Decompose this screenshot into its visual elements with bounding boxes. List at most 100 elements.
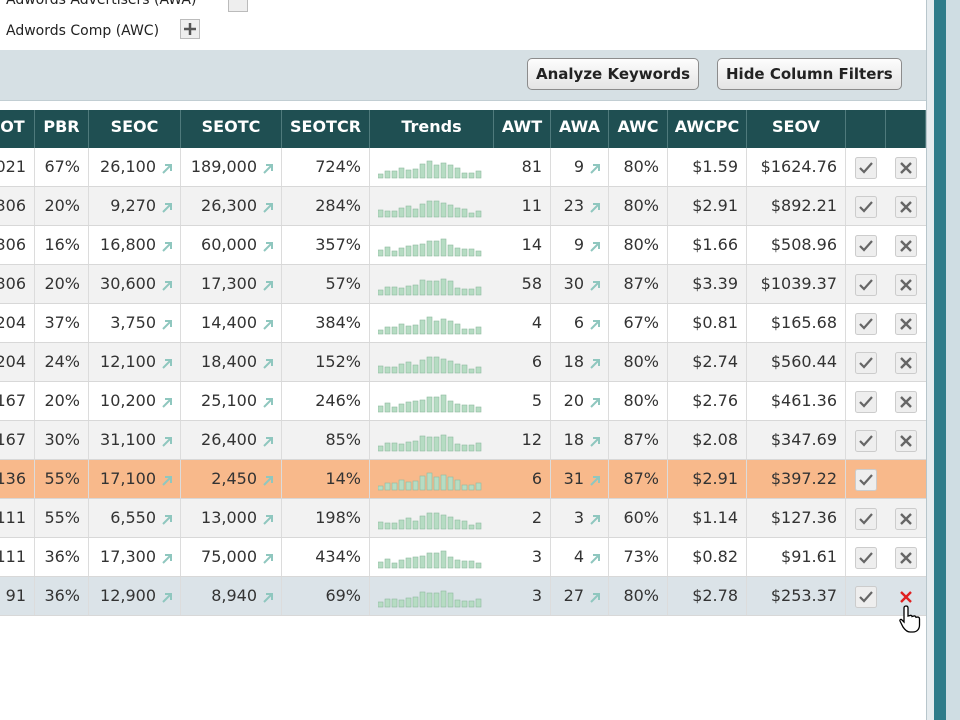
trend-arrow [263, 515, 273, 525]
table-cell: 14 [494, 226, 551, 264]
table-cell: 6,550 [89, 499, 181, 537]
table-cell: $127.36 [747, 499, 846, 537]
trend-arrow [590, 593, 600, 603]
remove-button[interactable] [895, 235, 917, 257]
trend-sparkline [378, 238, 482, 257]
table-cell: 80% [609, 382, 668, 420]
add-filter[interactable] [180, 19, 200, 39]
remove-button[interactable] [895, 274, 917, 296]
table-cell: 58 [494, 265, 551, 303]
table-cell: $2.76 [668, 382, 747, 420]
table-cell: 198% [282, 499, 370, 537]
table-cell: 6 [551, 304, 609, 342]
table-cell: $560.44 [747, 343, 846, 381]
trend-sparkline [378, 512, 482, 530]
table-cell: 60% [609, 499, 668, 537]
table-cell: $91.61 [747, 538, 846, 576]
trend-sparkline [378, 200, 482, 218]
trend-arrow [263, 359, 273, 369]
trend-sparkline [378, 278, 482, 296]
remove-button[interactable] [895, 313, 917, 335]
remove-button[interactable] [895, 352, 917, 374]
keep-button[interactable] [855, 274, 877, 296]
trend-arrow [162, 515, 172, 525]
table-cell: $1.59 [668, 148, 747, 186]
table-cell: 3 [494, 538, 551, 576]
keep-button[interactable] [855, 391, 877, 413]
column-header: Trends [370, 110, 494, 148]
table-cell: $2.91 [668, 187, 747, 225]
table-cell: 26,100 [89, 148, 181, 186]
table-cell: 25,100 [181, 382, 282, 420]
table-cell: 434% [282, 538, 370, 576]
table-cell: 60,000 [181, 226, 282, 264]
table-cell: 9,270 [89, 187, 181, 225]
table-cell: 18 [551, 343, 609, 381]
analyze-button[interactable]: Analyze Keywords [527, 58, 699, 90]
table-cell: 16% [35, 226, 89, 264]
table-cell: $2.91 [668, 460, 747, 498]
trend-arrow [263, 398, 273, 408]
column-header: AWT [494, 110, 551, 148]
remove-button[interactable] [895, 508, 917, 530]
table-cell: 17,300 [181, 265, 282, 303]
trend-arrow [263, 203, 273, 213]
table-cell: 8,940 [181, 577, 282, 615]
trend-arrow [162, 476, 172, 486]
add-filter[interactable] [228, 0, 248, 12]
trend-arrow [162, 242, 172, 252]
keep-button[interactable] [855, 586, 877, 608]
trend-sparkline [378, 394, 482, 413]
trend-arrow [162, 554, 172, 564]
trend-arrow [263, 593, 273, 603]
table-cell: 6 [494, 460, 551, 498]
table-cell: $892.21 [747, 187, 846, 225]
table-cell: 67% [609, 304, 668, 342]
keep-button[interactable] [855, 469, 877, 491]
table-cell: 306 [0, 265, 35, 303]
remove-button[interactable] [895, 391, 917, 413]
trend-sparkline [378, 472, 482, 491]
table-cell: 136 [0, 460, 35, 498]
keep-button[interactable] [855, 430, 877, 452]
column-header: AWCPC [668, 110, 747, 148]
trend-sparkline [378, 590, 482, 608]
keep-button[interactable] [855, 157, 877, 179]
keep-button[interactable] [855, 508, 877, 530]
table-cell: 152% [282, 343, 370, 381]
remove-button[interactable] [895, 196, 917, 218]
keep-button[interactable] [855, 313, 877, 335]
action-header [846, 110, 886, 148]
table-cell: 18 [551, 421, 609, 459]
table-cell: 91 [0, 577, 35, 615]
hide-filters-button[interactable]: Hide Column Filters [717, 58, 902, 90]
remove-button[interactable] [895, 586, 917, 608]
keep-button[interactable] [855, 547, 877, 569]
column-header: SEOTCR [282, 110, 370, 148]
table-cell: $461.36 [747, 382, 846, 420]
plus-icon [184, 23, 196, 35]
table-cell: 20% [35, 265, 89, 303]
table-cell: 55% [35, 460, 89, 498]
trend-arrow [263, 281, 273, 291]
table-cell: 111 [0, 538, 35, 576]
keep-button[interactable] [855, 235, 877, 257]
table-cell: 30,600 [89, 265, 181, 303]
trend-arrow [590, 320, 600, 330]
trend-arrow [590, 554, 600, 564]
keep-button[interactable] [855, 352, 877, 374]
table-cell: 17,300 [89, 538, 181, 576]
column-header: SEOV [747, 110, 846, 148]
table-cell: 3 [494, 577, 551, 615]
table-cell: 80% [609, 148, 668, 186]
remove-button[interactable] [895, 157, 917, 179]
table-cell: 12 [494, 421, 551, 459]
keep-button[interactable] [855, 196, 877, 218]
remove-button[interactable] [895, 430, 917, 452]
trend-sparkline [378, 316, 482, 335]
remove-button[interactable] [895, 547, 917, 569]
filter-label: Adwords Comp (AWC) [6, 23, 160, 39]
trend-arrow [590, 398, 600, 408]
